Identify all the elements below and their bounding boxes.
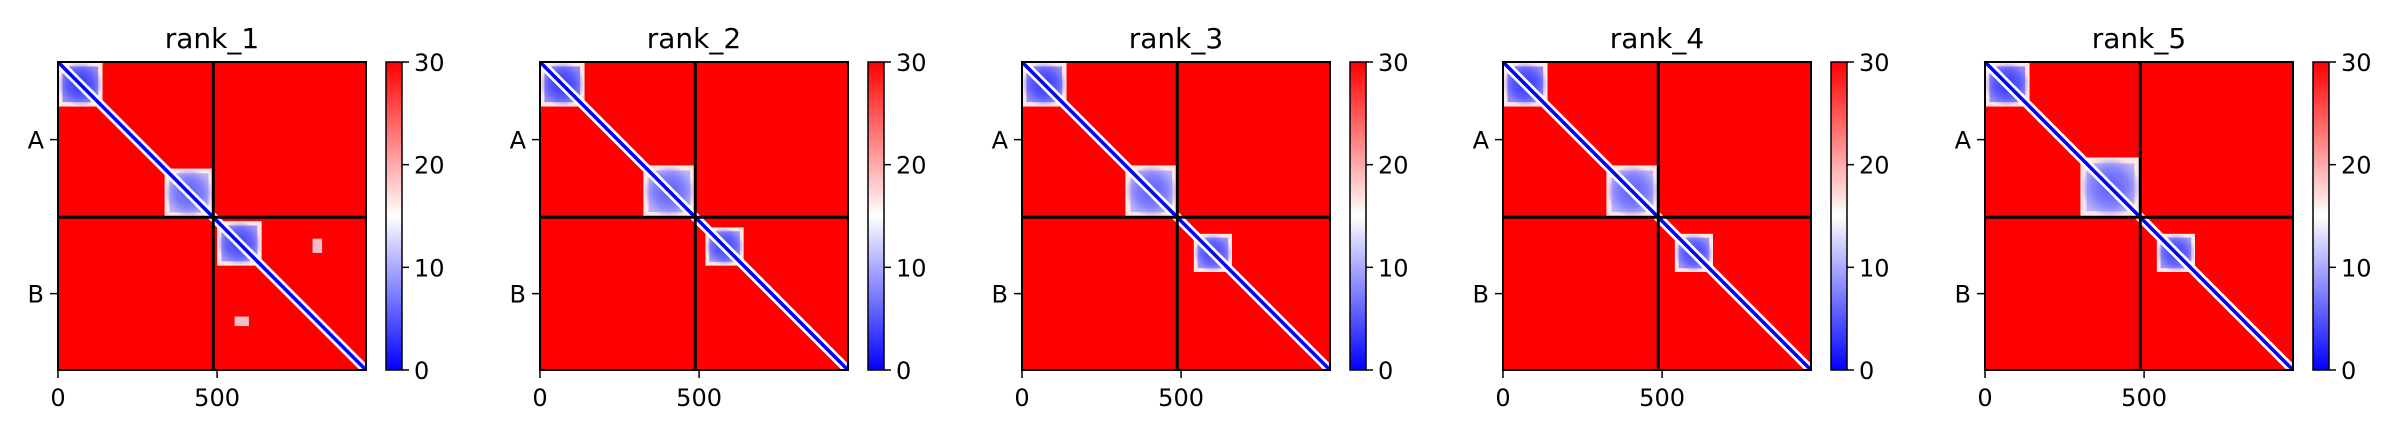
- x-tick-label: 500: [1639, 384, 1685, 412]
- chain-label: A: [510, 127, 527, 155]
- x-tick-label: 0: [1014, 384, 1029, 412]
- colorbar: [1830, 61, 1848, 371]
- colorbar-tick-label: 20: [414, 152, 445, 180]
- colorbar: [2312, 61, 2330, 371]
- low-distance-patch: [234, 316, 249, 327]
- plot-frame: [1502, 61, 1812, 371]
- chain-label: B: [992, 281, 1008, 309]
- colorbar-tick-label: 20: [1859, 152, 1890, 180]
- plot-frame: [57, 61, 367, 371]
- low-distance-patch: [312, 238, 323, 253]
- x-tick-label: 0: [1495, 384, 1510, 412]
- panel-title: rank_5: [2092, 22, 2186, 55]
- x-tick-label: 500: [194, 384, 240, 412]
- colorbar-tick-label: 20: [2341, 152, 2372, 180]
- colorbar-tick-label: 20: [1378, 152, 1409, 180]
- heatmap-panel-1: rank_1 0 500 A B 0 10 20 30: [28, 22, 445, 412]
- colorbar-tick-label: 20: [896, 152, 927, 180]
- heatmap-panel-4: rank_4 0 500 A B 0 10 20 30: [1473, 22, 1890, 412]
- chain-label: A: [1955, 127, 1972, 155]
- plot-frame: [1021, 61, 1331, 371]
- plot-frame: [539, 61, 849, 371]
- colorbar: [1349, 61, 1367, 371]
- colorbar-tick-label: 30: [2341, 49, 2372, 77]
- panel-title: rank_2: [647, 22, 741, 55]
- colorbar-tick-label: 30: [1378, 49, 1409, 77]
- chain-label: B: [1473, 281, 1489, 309]
- chain-label: A: [992, 127, 1009, 155]
- colorbar-tick-label: 10: [1378, 254, 1409, 282]
- x-tick-label: 0: [1977, 384, 1992, 412]
- colorbar-tick-label: 0: [1859, 357, 1874, 385]
- colorbar-tick-label: 30: [896, 49, 927, 77]
- chain-label: A: [1473, 127, 1490, 155]
- colorbar: [385, 61, 403, 371]
- colorbar-tick-label: 30: [414, 49, 445, 77]
- chain-label: B: [28, 281, 44, 309]
- colorbar-tick-label: 0: [896, 357, 911, 385]
- chain-label: A: [28, 127, 45, 155]
- panel-title: rank_3: [1129, 22, 1223, 55]
- chain-label: B: [1955, 281, 1971, 309]
- colorbar-tick-label: 30: [1859, 49, 1890, 77]
- panel-title: rank_1: [165, 22, 259, 55]
- heatmap-panel-5: rank_5 0 500 A B 0 10 20 30: [1955, 22, 2372, 412]
- x-tick-label: 0: [50, 384, 65, 412]
- x-tick-label: 500: [2121, 384, 2167, 412]
- chain-label: B: [510, 281, 526, 309]
- heatmap-panel-2: rank_2 0 500 A B 0 10 20 30: [510, 22, 927, 412]
- x-tick-label: 500: [1158, 384, 1204, 412]
- colorbar-tick-label: 0: [414, 357, 429, 385]
- colorbar: [867, 61, 885, 371]
- colorbar-tick-label: 10: [414, 254, 445, 282]
- colorbar-tick-label: 10: [1859, 254, 1890, 282]
- colorbar-tick-label: 0: [1378, 357, 1393, 385]
- panel-title: rank_4: [1610, 22, 1704, 55]
- x-tick-label: 0: [532, 384, 547, 412]
- plot-frame: [1984, 61, 2294, 371]
- colorbar-tick-label: 0: [2341, 357, 2356, 385]
- colorbar-tick-label: 10: [2341, 254, 2372, 282]
- heatmap-panel-3: rank_3 0 500 A B 0 10 20 30: [992, 22, 1409, 412]
- colorbar-tick-label: 10: [896, 254, 927, 282]
- x-tick-label: 500: [676, 384, 722, 412]
